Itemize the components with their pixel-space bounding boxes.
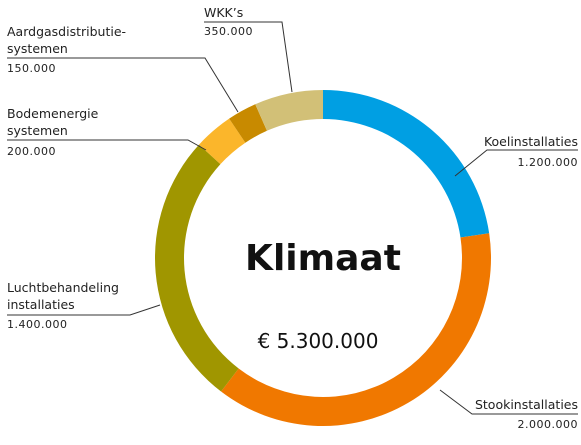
segment-label: Stookinstallaties xyxy=(474,397,578,412)
segment-label: Bodemenergie systemen xyxy=(7,106,99,138)
leader-line xyxy=(7,304,161,316)
value-label: 2.000.000 xyxy=(517,418,578,431)
leader-line xyxy=(439,389,578,415)
donut-segment xyxy=(255,90,323,131)
value-label: 350.000 xyxy=(204,25,253,38)
segment-label: Koelinstallaties xyxy=(483,134,578,149)
value-label: 1.200.000 xyxy=(517,156,578,169)
leader-line xyxy=(454,149,578,177)
value-label: 1.400.000 xyxy=(7,318,68,331)
segment-label: WKK’s xyxy=(204,5,244,20)
donut-segment xyxy=(323,90,490,238)
donut-segment xyxy=(154,144,239,392)
donut-segment xyxy=(221,233,492,427)
value-label: 200.000 xyxy=(7,145,56,158)
segment-label: Luchtbehandeling installaties xyxy=(7,280,119,312)
chart-title: Klimaat xyxy=(245,238,401,279)
donut-segment xyxy=(199,118,246,165)
segment-label: Aardgasdistributie- systemen xyxy=(7,24,127,56)
value-label: 150.000 xyxy=(7,62,56,75)
donut-segment xyxy=(229,104,267,143)
leader-line xyxy=(7,57,239,113)
leader-line xyxy=(204,21,293,93)
leader-line xyxy=(7,139,207,151)
total-label: € 5.300.000 xyxy=(258,329,379,353)
